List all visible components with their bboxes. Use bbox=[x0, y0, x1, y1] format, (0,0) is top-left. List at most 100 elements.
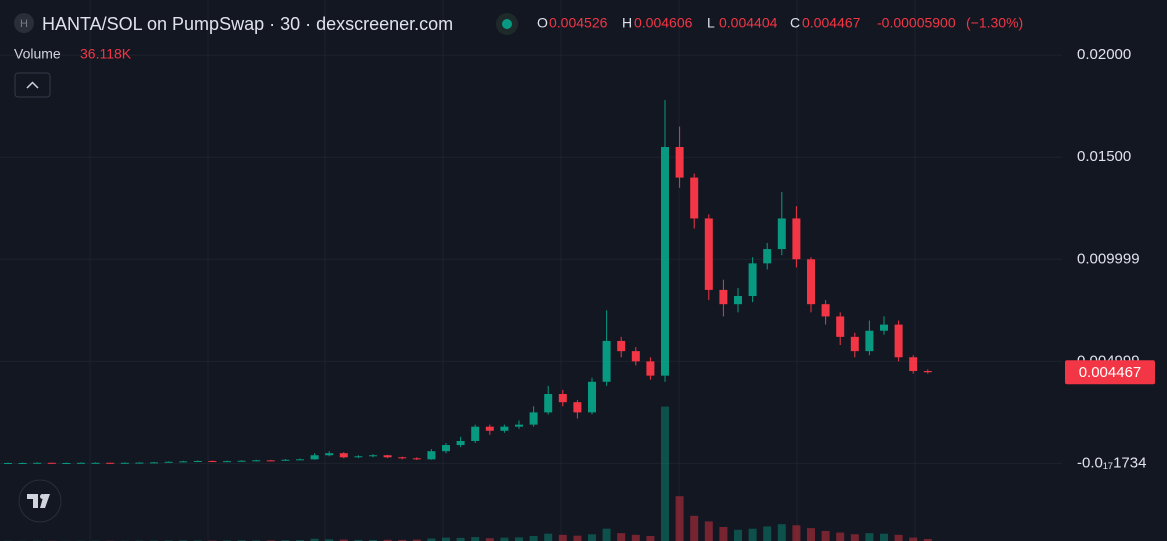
candle-body bbox=[544, 394, 553, 413]
volume-bar bbox=[544, 533, 553, 541]
candle-body bbox=[602, 340, 611, 382]
volume-bar bbox=[398, 539, 407, 541]
volume-bar bbox=[704, 521, 713, 541]
candle-body bbox=[106, 462, 115, 464]
volume-bar bbox=[734, 529, 742, 541]
candle-body bbox=[573, 402, 582, 413]
volume-bar bbox=[529, 535, 538, 541]
volume-bar bbox=[880, 533, 888, 541]
volume-bar bbox=[485, 538, 494, 541]
candle-body bbox=[690, 177, 699, 219]
volume-bars bbox=[4, 406, 932, 541]
candle-body bbox=[33, 462, 42, 464]
candle-body bbox=[704, 218, 713, 290]
candle-body bbox=[792, 218, 801, 260]
candle-body bbox=[427, 451, 436, 460]
candle-body bbox=[515, 424, 523, 427]
candle-body bbox=[208, 460, 217, 462]
volume-bar bbox=[646, 535, 655, 541]
ohlc-label: O bbox=[537, 15, 548, 31]
candle-body bbox=[734, 296, 742, 305]
volume-bar bbox=[923, 538, 932, 541]
logo-circle bbox=[18, 479, 62, 523]
candle-body bbox=[62, 463, 71, 465]
volume-bar bbox=[748, 528, 757, 541]
y-tick-label: 0.01500 bbox=[1077, 148, 1131, 165]
volume-bar bbox=[310, 538, 319, 541]
ohlc-value: 0.004526 bbox=[549, 15, 608, 31]
candle-body bbox=[456, 440, 465, 446]
candle-body bbox=[91, 462, 100, 464]
volume-bar bbox=[850, 534, 859, 541]
candle-body bbox=[661, 146, 669, 376]
last-price-label: 0.004467 bbox=[1079, 364, 1142, 381]
volume-bar bbox=[427, 538, 436, 541]
candle-body bbox=[354, 456, 363, 458]
y-tick-label: 0.009999 bbox=[1077, 250, 1140, 267]
volume-value: 36.118K bbox=[80, 46, 132, 62]
candle-body bbox=[193, 460, 202, 462]
candle-body bbox=[18, 463, 27, 465]
change-percent: (−1.30%) bbox=[966, 15, 1023, 31]
tradingview-logo[interactable] bbox=[18, 479, 62, 523]
candle-body bbox=[164, 461, 173, 463]
volume-bar bbox=[515, 537, 523, 541]
ohlc-value: 0.004404 bbox=[719, 15, 778, 31]
volume-bar bbox=[719, 527, 728, 541]
ohlc-label: L bbox=[707, 15, 715, 31]
candle-body bbox=[120, 462, 129, 464]
candle-body bbox=[675, 146, 684, 178]
volume-bar bbox=[675, 496, 684, 541]
chart-title: HANTA/SOL on PumpSwap · 30 · dexscreener… bbox=[42, 14, 453, 34]
y-tick-label: 0.02000 bbox=[1077, 46, 1131, 63]
volume-label: Volume bbox=[14, 46, 61, 62]
candle-body bbox=[266, 460, 275, 462]
candle-body bbox=[237, 460, 246, 462]
candle-body bbox=[296, 459, 304, 461]
candle-body bbox=[617, 340, 626, 352]
candle-body bbox=[398, 457, 407, 459]
volume-bar bbox=[602, 528, 611, 541]
candle-body bbox=[748, 263, 757, 297]
candle-body bbox=[4, 463, 12, 465]
collapse-icon bbox=[26, 81, 39, 89]
volume-bar bbox=[807, 528, 815, 541]
volume-bar bbox=[836, 532, 845, 541]
ohlc-value: 0.004606 bbox=[634, 15, 693, 31]
price-axis: -0.0₁₇17340.0049990.0099990.015000.02000… bbox=[1065, 46, 1155, 471]
volume-bar bbox=[865, 533, 874, 541]
candle-body bbox=[252, 460, 261, 462]
candle-body bbox=[412, 458, 421, 460]
volume-bar bbox=[383, 539, 392, 541]
candle-body bbox=[588, 381, 596, 413]
token-icon-letter: H bbox=[20, 18, 28, 30]
ohlc-label: H bbox=[622, 15, 632, 31]
candle-body bbox=[646, 361, 655, 376]
candle-body bbox=[821, 304, 830, 317]
volume-bar bbox=[690, 515, 699, 541]
grid bbox=[0, 54, 1062, 464]
volume-bar bbox=[777, 524, 786, 541]
candle-body bbox=[529, 412, 538, 425]
candle-body bbox=[77, 462, 85, 464]
candle-body bbox=[383, 455, 392, 458]
y-tick-label: -0.0₁₇1734 bbox=[1077, 454, 1146, 471]
candle-body bbox=[865, 330, 874, 352]
volume-bar bbox=[573, 535, 582, 541]
candle-body bbox=[471, 426, 480, 441]
volume-bar bbox=[558, 534, 567, 541]
volume-bar bbox=[339, 539, 348, 541]
volume-bar bbox=[763, 526, 772, 541]
volume-bar bbox=[588, 534, 596, 541]
candle-body bbox=[281, 459, 290, 461]
candle-body bbox=[47, 462, 56, 464]
volume-bar bbox=[471, 537, 480, 541]
candle-body bbox=[850, 336, 859, 352]
collapse-button[interactable] bbox=[14, 72, 51, 98]
volume-bar bbox=[631, 534, 640, 541]
volume-bar bbox=[442, 537, 450, 541]
candle-body bbox=[135, 462, 144, 464]
candle-body bbox=[150, 462, 158, 464]
